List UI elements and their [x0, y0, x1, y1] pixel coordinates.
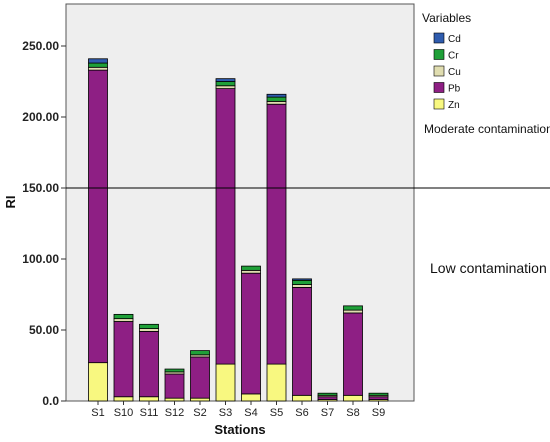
legend-label-pb: Pb: [448, 84, 461, 95]
bar-s10-zn: [113, 396, 134, 402]
x-tick-label: S1: [91, 407, 104, 419]
bar-s2-zn: [190, 397, 210, 402]
bar-s1-cu: [88, 66, 108, 71]
bar-s3-cr: [215, 81, 236, 87]
bar-s9-pb: [368, 396, 389, 400]
bar-s7-pb: [317, 396, 338, 400]
bar-s5-zn: [266, 363, 287, 402]
legend-swatch-zn: [433, 98, 445, 110]
annotation-low: Low contamination: [430, 260, 547, 276]
legend-swatch-cu: [433, 65, 445, 77]
legend-swatch-pb: [433, 82, 445, 93]
x-axis-title: Stations: [214, 422, 265, 437]
bar-s4-zn: [241, 393, 261, 402]
x-tick-label: S8: [346, 407, 359, 419]
bar-s8-zn: [343, 394, 363, 402]
bar-s4-cr: [241, 265, 261, 271]
bar-s6-pb: [292, 286, 312, 396]
x-tick-label: S3: [219, 407, 232, 419]
legend-label-cu: Cu: [448, 67, 461, 78]
legend: Variables Cd Cr Cu Pb Zn: [422, 11, 471, 111]
y-tick-label: 150.00: [22, 181, 59, 195]
y-tick-label: 200.00: [22, 110, 59, 124]
bar-s5-cr: [266, 96, 287, 102]
legend-swatch-cd: [433, 32, 445, 44]
bar-s3-cd: [215, 78, 236, 82]
bar-s8-cr: [343, 305, 363, 311]
bar-s4-pb: [241, 272, 261, 395]
x-tick-label: S2: [193, 407, 206, 419]
y-tick-label: 100.00: [22, 252, 59, 266]
bar-s1-pb: [88, 69, 108, 364]
x-tick-label: S12: [165, 407, 185, 419]
bar-s3-zn: [215, 363, 236, 402]
y-axis-title: RI: [3, 196, 18, 209]
bar-s1-cr: [88, 62, 108, 68]
x-tick-label: S11: [140, 407, 159, 419]
y-tick-label: 0.0: [42, 394, 59, 408]
x-tick-label: S4: [244, 407, 257, 419]
x-tick-label: S10: [114, 407, 134, 419]
bar-s2-cr: [190, 350, 210, 356]
bar-s11-zn: [139, 396, 159, 402]
legend-label-cd: Cd: [448, 34, 461, 45]
annotation-moderate: Moderate contamination: [424, 122, 550, 136]
bar-s9-cr: [368, 392, 389, 396]
bar-s11-cu: [139, 328, 159, 332]
bar-s12-pb: [164, 373, 185, 399]
bar-s6-cr: [292, 279, 312, 285]
y-tick-label: 250.00: [22, 39, 59, 53]
bar-s8-cu: [343, 309, 363, 314]
bar-s3-cu: [215, 85, 236, 90]
bar-s6-zn: [292, 394, 312, 402]
x-tick-label: S5: [270, 407, 283, 419]
x-tick-label: S7: [321, 407, 334, 419]
legend-title: Variables: [422, 11, 471, 25]
bar-s7-cr: [317, 392, 338, 396]
bar-s5-cu: [266, 100, 287, 105]
bar-s8-pb: [343, 312, 363, 396]
bar-s6-cu: [292, 284, 312, 288]
bar-s10-cu: [113, 318, 134, 322]
bar-s2-pb: [190, 356, 210, 399]
bar-s10-pb: [113, 321, 134, 398]
bar-s11-pb: [139, 331, 159, 398]
legend-label-cr: Cr: [448, 51, 459, 62]
x-tick-label: S9: [372, 407, 385, 419]
legend-label-zn: Zn: [448, 100, 460, 111]
bar-s4-cu: [241, 269, 261, 274]
bar-s5-pb: [266, 103, 287, 365]
bar-s1-zn: [88, 362, 108, 402]
bar-s6-cd: [292, 278, 312, 281]
legend-swatch-cr: [433, 49, 445, 60]
bar-s10-cr: [113, 313, 134, 320]
bar-s12-zn: [164, 397, 185, 402]
x-tick-label: S6: [295, 407, 308, 419]
bar-s1-cd: [88, 58, 108, 64]
bar-s11-cr: [139, 323, 159, 329]
y-tick-label: 50.00: [29, 323, 59, 337]
bar-s12-cr: [164, 368, 185, 373]
bar-s3-pb: [215, 88, 236, 365]
bar-s5-cd: [266, 93, 287, 98]
